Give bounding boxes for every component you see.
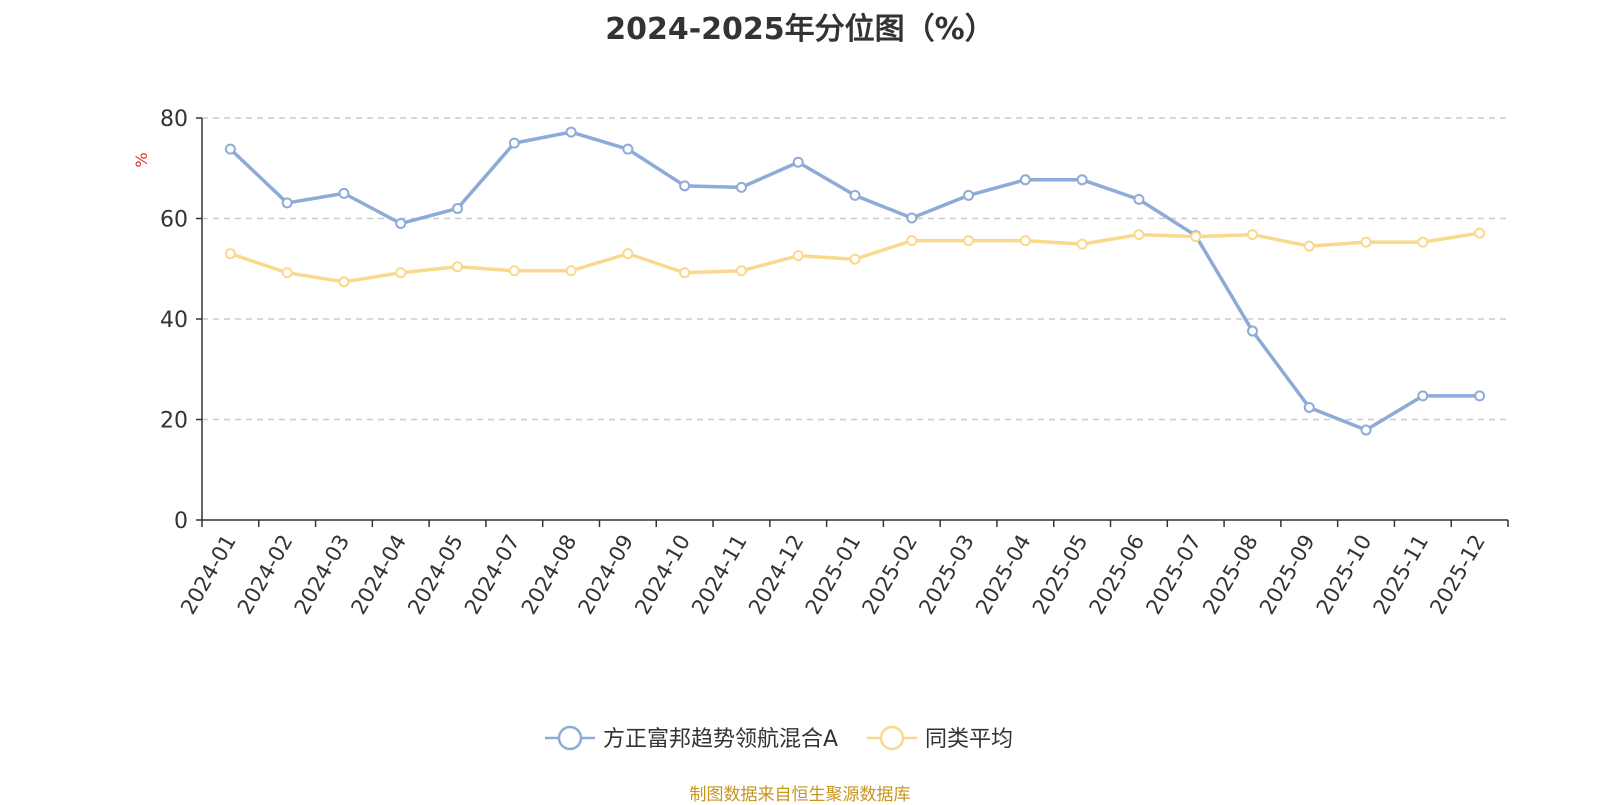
data-point xyxy=(735,181,747,193)
x-tick-label: 2024-03 xyxy=(290,531,355,619)
data-point xyxy=(792,250,804,262)
data-point xyxy=(565,265,577,277)
data-point xyxy=(1417,390,1429,402)
data-point xyxy=(1303,401,1315,413)
data-point xyxy=(452,202,464,214)
y-tick-label: 60 xyxy=(160,208,188,233)
chart-title: 2024-2025年分位图（%） xyxy=(605,12,995,47)
data-point xyxy=(963,189,975,201)
y-tick-label: 0 xyxy=(174,509,188,534)
legend-marker-1 xyxy=(557,725,583,751)
series-line-1 xyxy=(229,130,1480,432)
x-tick-label: 2024-08 xyxy=(517,531,582,619)
x-tick-label: 2024-04 xyxy=(346,531,411,619)
legend-label-2: 同类平均 xyxy=(925,727,1013,752)
legend-label-1: 方正富邦趋势领航混合A xyxy=(603,727,838,752)
data-point xyxy=(1417,236,1429,248)
data-point xyxy=(1474,390,1486,402)
y-tick-label: 80 xyxy=(160,107,188,132)
x-tick-label: 2024-07 xyxy=(460,531,525,619)
data-point xyxy=(395,267,407,279)
x-tick-label: 2024-05 xyxy=(403,531,468,619)
data-point xyxy=(1076,174,1088,186)
data-point xyxy=(224,143,236,155)
x-tick-label: 2025-11 xyxy=(1368,531,1433,619)
x-tick-label: 2024-12 xyxy=(744,531,809,619)
data-point xyxy=(849,253,861,265)
x-tick-label: 2025-12 xyxy=(1425,531,1490,619)
x-tick-label: 2025-07 xyxy=(1141,531,1206,619)
data-point xyxy=(1019,235,1031,247)
data-point xyxy=(1360,424,1372,436)
data-point xyxy=(395,218,407,230)
data-point xyxy=(735,265,747,277)
legend-marker-2 xyxy=(879,725,905,751)
x-tick-label: 2025-04 xyxy=(971,531,1036,619)
data-point xyxy=(452,261,464,273)
x-tick-label: 2025-02 xyxy=(857,531,922,619)
data-point xyxy=(281,267,293,279)
data-point xyxy=(1246,325,1258,337)
x-tick-label: 2024-11 xyxy=(687,531,752,619)
data-point xyxy=(508,265,520,277)
data-point xyxy=(224,248,236,260)
data-point xyxy=(1133,229,1145,241)
data-point xyxy=(849,189,861,201)
data-point xyxy=(565,126,577,138)
data-point xyxy=(1019,174,1031,186)
data-point xyxy=(1303,240,1315,252)
data-point xyxy=(1133,193,1145,205)
data-point xyxy=(906,235,918,247)
data-point xyxy=(792,156,804,168)
y-tick-label: 20 xyxy=(160,409,188,434)
source-note: 制图数据来自恒生聚源数据库 xyxy=(689,785,911,805)
data-point xyxy=(1076,238,1088,250)
x-tick-label: 2024-09 xyxy=(574,531,639,619)
x-tick-label: 2024-02 xyxy=(233,531,298,619)
y-axis-label: % xyxy=(132,152,151,167)
y-tick-label: 40 xyxy=(160,308,188,333)
data-point xyxy=(1246,229,1258,241)
x-tick-label: 2025-08 xyxy=(1198,531,1263,619)
data-point xyxy=(338,276,350,288)
data-point xyxy=(281,197,293,209)
x-tick-label: 2025-10 xyxy=(1312,531,1377,619)
x-tick-label: 2025-05 xyxy=(1028,531,1093,619)
data-point xyxy=(963,235,975,247)
data-point xyxy=(679,180,691,192)
x-tick-label: 2025-01 xyxy=(801,531,866,619)
x-tick-label: 2025-03 xyxy=(914,531,979,619)
x-tick-label: 2024-10 xyxy=(630,531,695,619)
data-point xyxy=(1474,227,1486,239)
x-tick-label: 2025-06 xyxy=(1085,531,1150,619)
data-point xyxy=(338,187,350,199)
x-tick-label: 2025-09 xyxy=(1255,531,1320,619)
x-tick-label: 2024-01 xyxy=(176,531,241,619)
data-point xyxy=(622,143,634,155)
data-point xyxy=(906,212,918,224)
data-point xyxy=(622,248,634,260)
data-point xyxy=(1360,236,1372,248)
data-point xyxy=(1190,231,1202,243)
data-point xyxy=(679,267,691,279)
data-point xyxy=(508,137,520,149)
